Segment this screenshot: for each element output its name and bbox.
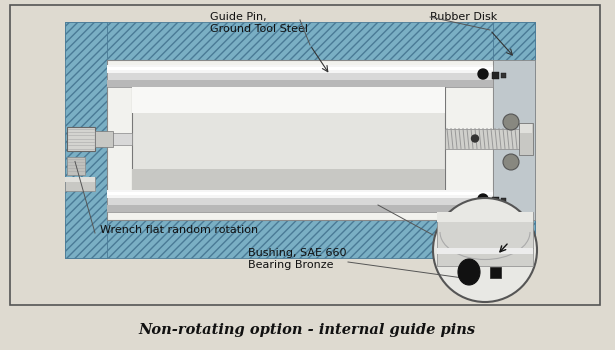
Bar <box>132 87 445 190</box>
Ellipse shape <box>458 259 480 285</box>
Bar <box>132 87 445 113</box>
Circle shape <box>503 114 519 130</box>
Circle shape <box>478 69 488 79</box>
Bar <box>107 80 493 87</box>
Bar <box>107 65 493 87</box>
Text: Guide Pin,
Ground Tool Steel: Guide Pin, Ground Tool Steel <box>210 12 308 34</box>
Bar <box>132 169 445 190</box>
Text: Rubber Disk: Rubber Disk <box>430 12 498 22</box>
Text: Bushing, SAE 660
Bearing Bronze: Bushing, SAE 660 Bearing Bronze <box>248 248 346 270</box>
Bar <box>445 128 520 148</box>
Bar <box>501 198 506 203</box>
Bar <box>437 212 533 222</box>
Bar <box>65 22 107 258</box>
Bar <box>107 190 493 198</box>
Text: Non-rotating option - internal guide pins: Non-rotating option - internal guide pin… <box>138 323 475 337</box>
Bar <box>493 22 535 258</box>
Circle shape <box>472 135 478 142</box>
Circle shape <box>478 194 488 204</box>
Circle shape <box>433 198 537 302</box>
Bar <box>501 73 506 78</box>
Bar <box>107 60 493 220</box>
Bar <box>107 192 493 195</box>
Bar <box>65 176 95 190</box>
Bar <box>493 60 535 220</box>
Bar <box>520 124 532 133</box>
Text: Wrench flat random rotation: Wrench flat random rotation <box>100 225 258 235</box>
Bar <box>492 197 499 204</box>
Bar <box>10 5 600 305</box>
Bar <box>490 267 501 278</box>
Bar <box>107 65 493 73</box>
Bar <box>107 67 493 70</box>
Bar <box>437 248 533 254</box>
Bar <box>85 133 132 145</box>
Text: O'Ring, Polyurethane: O'Ring, Polyurethane <box>258 200 376 210</box>
Bar <box>65 220 535 258</box>
Bar <box>65 22 535 60</box>
Bar <box>67 156 85 175</box>
Bar <box>95 131 113 147</box>
Circle shape <box>503 154 519 170</box>
Bar <box>107 190 493 212</box>
Bar <box>437 212 533 248</box>
Bar <box>107 205 493 212</box>
Bar <box>65 176 95 182</box>
Bar <box>519 122 533 154</box>
FancyBboxPatch shape <box>67 126 95 150</box>
Bar <box>492 72 499 79</box>
Bar <box>437 248 533 266</box>
